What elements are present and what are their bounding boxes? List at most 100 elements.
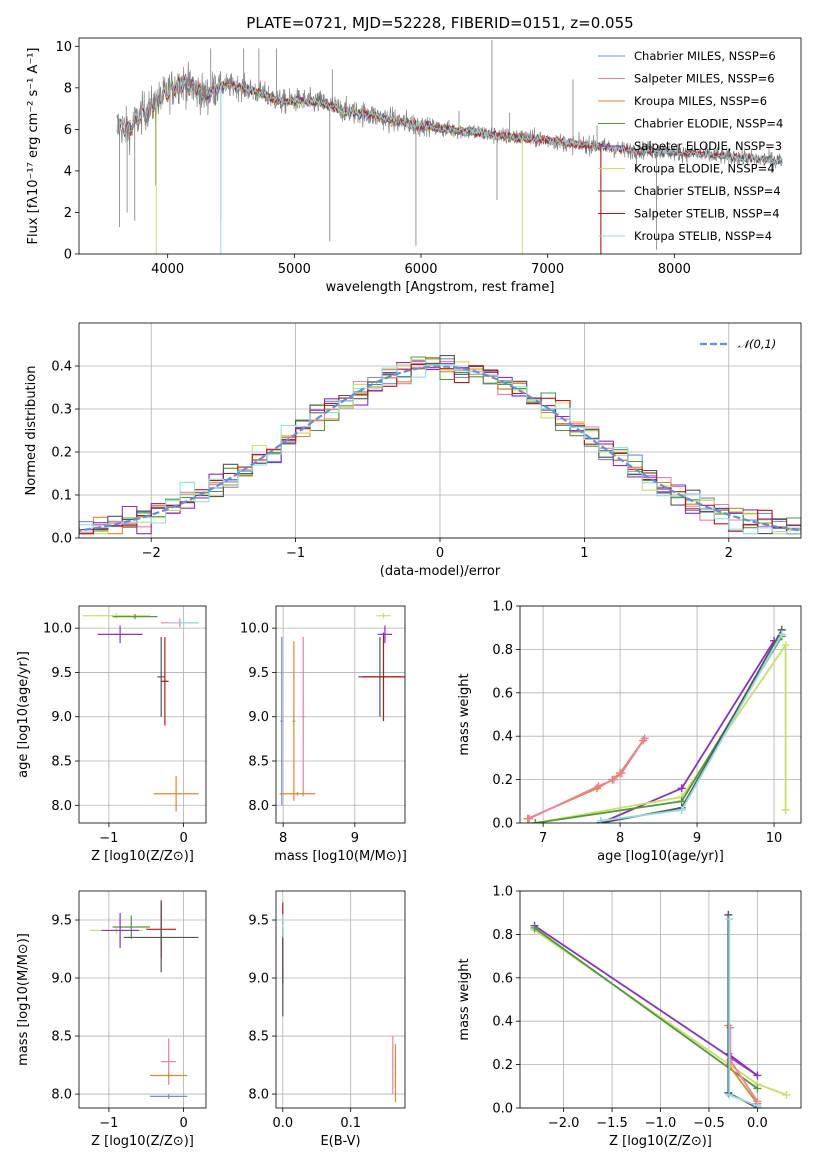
data-point-marker — [781, 805, 790, 814]
x-axis-label: (data-model)/error — [380, 564, 501, 579]
y-axis-label: Normed distribution — [24, 366, 39, 496]
legend-label: Chabrier STELIB, NSSP=4 — [634, 184, 781, 198]
y-tick-label: 0.8 — [492, 928, 513, 943]
panel-massweight_vs_Z: −2.0 −1.5 −1.0 −0.5 0.0 0.0 0.2 0.4 0.6 0.8 1.0 Z [… — [457, 885, 802, 1149]
legend-label: Chabrier ELODIE, NSSP=4 — [634, 117, 783, 131]
y-tick-label: 8.0 — [51, 799, 72, 814]
data-point-marker — [777, 630, 786, 639]
histogram-kroupa-elodie — [79, 359, 801, 535]
x-axis-label: mass [log10(M/M⊙)] — [274, 849, 407, 864]
y-tick-label: 10 — [55, 40, 72, 55]
x-tick-label: 8 — [279, 831, 287, 846]
y-tick-label: 6 — [64, 123, 72, 138]
y-axis-label: Flux [fλ10⁻¹⁷ erg cm⁻² s⁻¹ A⁻¹] — [26, 48, 41, 245]
y-tick-label: 8 — [64, 81, 72, 96]
series-line-kroupa-elodie — [535, 642, 787, 823]
data-point-marker — [677, 805, 686, 814]
data-point-marker — [781, 641, 790, 650]
data-point-marker — [753, 1084, 762, 1093]
y-tick-label: 8.5 — [248, 755, 269, 770]
data-point-marker — [725, 1090, 734, 1099]
legend-label: Salpeter STELIB, NSSP=4 — [634, 207, 780, 221]
legend-label: Chabrier MILES, NSSP=6 — [634, 49, 776, 63]
x-tick-label: −2.0 — [548, 1116, 580, 1131]
y-tick-label: 8.0 — [248, 1088, 269, 1103]
y-tick-label: 0.2 — [492, 773, 513, 788]
y-tick-label: 0.0 — [492, 817, 513, 832]
x-axis-label: Z [log10(Z/Z⊙)] — [609, 1134, 712, 1149]
data-point-marker — [596, 816, 605, 823]
y-tick-label: 1.0 — [492, 600, 513, 615]
plot-frame — [519, 605, 802, 824]
plot-frame — [78, 605, 207, 824]
y-axis-label: mass [log10(M/M⊙)] — [16, 933, 31, 1066]
x-tick-label: 0 — [179, 831, 187, 846]
series-line-salpeter-elodie — [600, 640, 775, 823]
x-tick-label: 0.0 — [747, 1116, 768, 1131]
y-axis-label: mass weight — [457, 673, 472, 755]
figure-title: PLATE=0721, MJD=52228, FIBERID=0151, z=0… — [246, 14, 633, 32]
y-tick-label: 0.4 — [492, 730, 513, 745]
y-tick-label: 8.5 — [51, 755, 72, 770]
y-axis-label: age [log10(age/yr)] — [16, 651, 31, 778]
x-tick-label: 9 — [693, 831, 701, 846]
series-line-chabrier-elodie — [535, 635, 783, 823]
x-tick-label: 2 — [725, 546, 733, 561]
y-tick-label: 9.5 — [51, 666, 72, 681]
x-tick-label: 0.0 — [272, 1116, 293, 1131]
y-tick-label: 10.0 — [43, 622, 72, 637]
y-tick-label: 2 — [64, 206, 72, 221]
x-axis-label: E(B-V) — [320, 1134, 360, 1149]
y-tick-label: 0.4 — [492, 1015, 513, 1030]
y-tick-label: 0.3 — [51, 403, 72, 418]
panel-mass_vs_Z: −1 0 8.0 8.5 9.0 9.5 Z [log10(Z/Z⊙)] mass [log1… — [16, 890, 207, 1149]
series-line-chabrier-elodie — [533, 927, 758, 1090]
y-tick-label: 9.5 — [51, 914, 72, 929]
legend-label: Kroupa ELODIE, NSSP=4 — [634, 162, 775, 176]
data-point-marker — [609, 775, 618, 784]
x-tick-label: 8 — [616, 831, 624, 846]
y-tick-label: 0.0 — [51, 532, 72, 547]
y-tick-label: 0.6 — [492, 686, 513, 701]
x-tick-label: −2 — [142, 546, 161, 561]
x-axis-label: age [log10(age/yr)] — [597, 849, 724, 864]
x-tick-label: 7 — [539, 831, 547, 846]
legend-label: 𝒩(0,1) — [738, 337, 776, 351]
data-point-marker — [640, 734, 649, 743]
x-tick-label: 0 — [436, 546, 444, 561]
data-point-marker — [753, 1101, 762, 1108]
x-tick-label: 8000 — [658, 262, 691, 277]
y-tick-label: 0.8 — [492, 643, 513, 658]
mass_vs_EBV-plot-area — [282, 902, 397, 1103]
y-tick-label: 0.2 — [492, 1058, 513, 1073]
panel-mass_vs_EBV: 0.0 0.1 8.0 8.5 9.0 9.5 E(B-V) — [248, 890, 406, 1149]
data-point-marker — [617, 769, 626, 778]
series-line-salpeter-elodie — [533, 924, 758, 1077]
x-tick-label: 10 — [766, 831, 783, 846]
x-tick-label: 0 — [179, 1116, 187, 1131]
x-tick-label: 1 — [580, 546, 588, 561]
data-point-marker — [531, 819, 540, 823]
x-tick-label: 5000 — [278, 262, 311, 277]
x-tick-label: −1 — [99, 1116, 118, 1131]
data-point-marker — [525, 814, 534, 823]
y-axis-label: mass weight — [457, 958, 472, 1040]
spectrum-legend: Chabrier MILES, NSSP=6 Salpeter MILES, NS… — [598, 49, 783, 243]
plot-frame — [78, 322, 802, 539]
data-point-marker — [594, 782, 603, 791]
massweight_vs_Z-plot-area — [530, 910, 791, 1108]
panel-spectrum: 4000 5000 6000 7000 8000 0 2 4 6 8 10 wavelength [A… — [26, 37, 802, 295]
y-tick-label: 9.5 — [248, 914, 269, 929]
x-axis-label: Z [log10(Z/Z⊙)] — [91, 849, 194, 864]
x-tick-label: −0.5 — [693, 1116, 725, 1131]
y-tick-label: 8.0 — [248, 799, 269, 814]
x-tick-label: 7000 — [531, 262, 564, 277]
plot-frame — [275, 890, 406, 1109]
plot-frame — [78, 37, 802, 255]
y-tick-label: 4 — [64, 164, 72, 179]
data-point-marker — [724, 910, 733, 919]
age_vs_mass-plot-area — [279, 613, 405, 806]
histogram-kroupa-stelib — [79, 363, 801, 535]
y-tick-label: 0.4 — [51, 360, 72, 375]
